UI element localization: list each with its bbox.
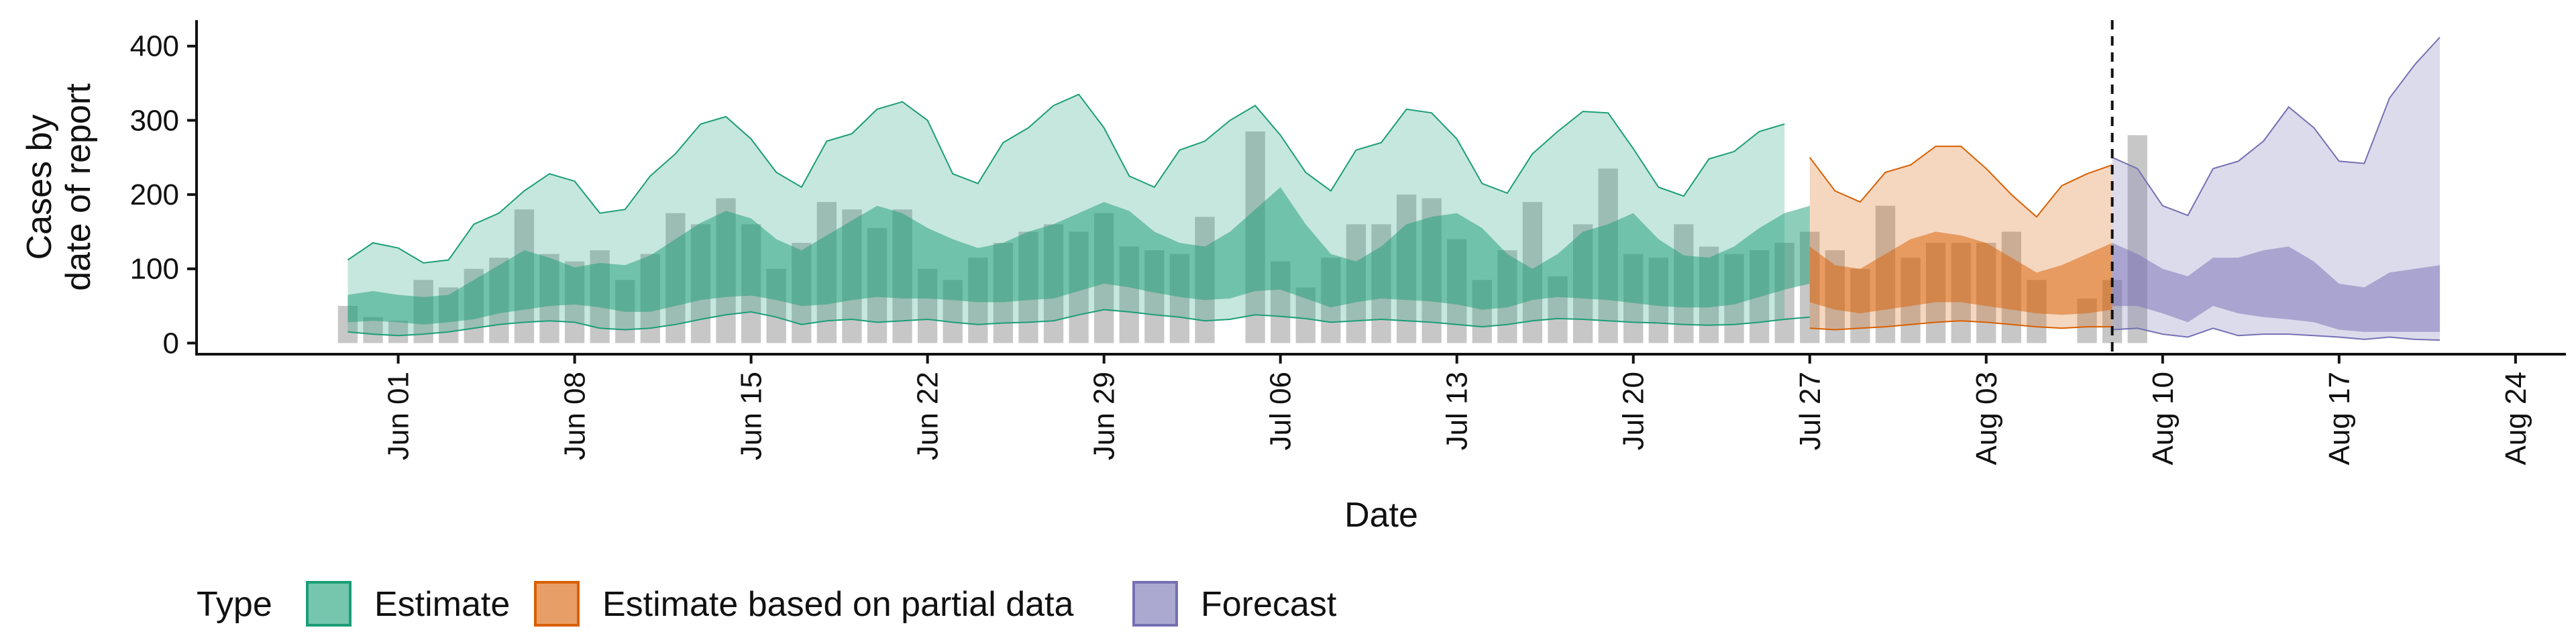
x-tick-label: Jun 29	[1088, 372, 1121, 460]
series-2-upper-line	[2112, 36, 2440, 217]
x-tick-label: Jul 27	[1794, 372, 1827, 450]
series-0-inner-band	[347, 187, 1810, 325]
x-tick-label: Aug 24	[2500, 372, 2532, 465]
series-0-lower-line	[347, 309, 1810, 337]
x-tick-label: Aug 10	[2147, 372, 2180, 465]
x-tick-label: Aug 03	[1970, 372, 2003, 465]
y-axis-title-line-2: date of report	[59, 83, 98, 291]
series-2-lower-line	[2112, 327, 2440, 341]
estimate-bands	[347, 36, 2440, 341]
x-tick-label: Jun 22	[912, 372, 945, 460]
y-tick-label: 100	[130, 253, 179, 286]
x-tick-label: Jun 01	[382, 372, 415, 460]
y-tick-label: 200	[130, 178, 179, 211]
x-tick-label: Aug 17	[2323, 372, 2356, 465]
y-tick-label: 400	[130, 30, 179, 63]
x-tick-label: Jun 15	[735, 372, 768, 460]
series-2-outer-band	[2112, 37, 2440, 340]
series-2-inner-band	[2112, 243, 2440, 332]
legend-key	[1132, 581, 1178, 627]
series-1-upper-line	[1809, 146, 2113, 218]
x-axis-title: Date	[1344, 496, 1418, 535]
legend-title: Type	[197, 585, 272, 624]
legend: Type Estimate Estimate based on partial d…	[197, 581, 1337, 627]
series-1-lower-line	[1809, 320, 2112, 331]
legend-key	[534, 581, 580, 627]
case-bar	[2127, 135, 2147, 343]
legend-label: Estimate	[374, 585, 510, 624]
series-1-inner-band	[1809, 231, 2112, 315]
series-0-upper-line	[347, 93, 1785, 264]
x-tick-label: Jul 20	[1617, 372, 1650, 450]
x-tick-label: Jul 13	[1441, 372, 1474, 450]
legend-key	[306, 581, 352, 627]
case-bar	[363, 317, 383, 343]
y-tick-label: 0	[163, 327, 179, 360]
axes: 0 100 200 300 400 Jun 01 Jun 08 Jun 15 Jun 22 Jun…	[130, 20, 2566, 465]
y-axis-title-line-1: Cases by	[20, 115, 59, 260]
case-bar	[388, 321, 409, 343]
legend-label: Forecast	[1201, 585, 1337, 624]
x-tick-label: Jun 08	[559, 372, 592, 460]
legend-label: Estimate based on partial data	[602, 585, 1074, 624]
y-tick-label: 300	[130, 104, 179, 137]
x-tick-label: Jul 06	[1265, 372, 1297, 450]
